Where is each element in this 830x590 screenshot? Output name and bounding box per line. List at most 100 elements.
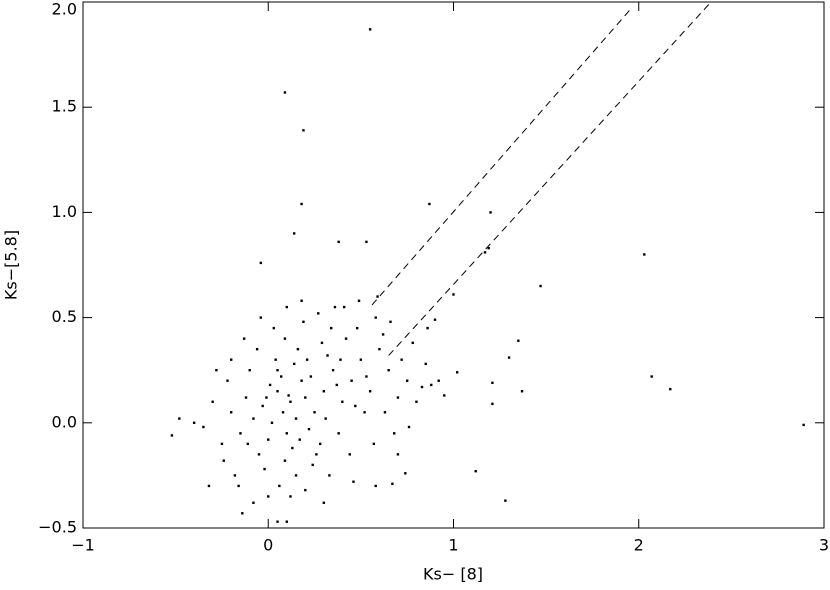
point [311, 463, 314, 467]
y-tick-label: 0.5 [52, 307, 77, 326]
point [296, 347, 300, 351]
point [333, 305, 337, 309]
point [222, 459, 225, 462]
point [278, 484, 281, 488]
point [802, 423, 805, 427]
point [259, 261, 263, 265]
point [424, 362, 427, 366]
y-tick-label: 2.0 [52, 0, 77, 19]
x-tick-label: 1 [448, 536, 458, 555]
point [415, 400, 418, 403]
point [289, 400, 292, 403]
point [437, 379, 440, 382]
point [507, 356, 511, 359]
point [317, 312, 320, 315]
point [491, 381, 494, 385]
point [285, 432, 288, 435]
point [298, 438, 301, 441]
point [313, 411, 316, 414]
point [252, 417, 255, 420]
point [202, 425, 205, 429]
point [237, 484, 240, 488]
point [326, 354, 329, 357]
point [374, 484, 377, 488]
point [643, 253, 646, 256]
point [241, 512, 244, 515]
point [244, 396, 248, 399]
point [405, 379, 409, 382]
point [178, 417, 181, 420]
point [255, 347, 259, 351]
point [263, 467, 266, 471]
point [407, 425, 411, 429]
point [226, 379, 229, 382]
x-axis-label: Ks− [8] [423, 565, 483, 584]
point [430, 383, 433, 387]
point [322, 501, 326, 504]
point [320, 341, 324, 345]
x-tick-label: −1 [71, 536, 95, 555]
point [352, 480, 355, 483]
point [456, 371, 459, 374]
point [365, 375, 368, 378]
point [307, 427, 311, 431]
point [328, 474, 331, 477]
point [207, 484, 211, 488]
point [396, 396, 400, 399]
y-tick-label: 0.0 [52, 412, 77, 431]
point [281, 411, 285, 414]
point [305, 358, 309, 361]
point [220, 442, 224, 446]
point [368, 28, 372, 31]
point [302, 320, 305, 324]
point [230, 358, 233, 361]
point [337, 240, 340, 244]
point [354, 404, 357, 408]
point [267, 438, 270, 441]
point [337, 432, 340, 435]
point [300, 299, 303, 302]
point [292, 232, 296, 235]
point [341, 400, 344, 403]
point [215, 369, 218, 372]
point [489, 211, 492, 214]
point [359, 358, 363, 361]
point [242, 337, 246, 340]
point [344, 337, 348, 340]
point [300, 202, 303, 206]
point [211, 400, 214, 403]
plot-frame [82, 1, 825, 529]
point [504, 499, 507, 502]
point [400, 358, 403, 361]
point [289, 495, 292, 498]
point [283, 337, 287, 340]
point [376, 295, 379, 298]
point [383, 411, 387, 414]
point [267, 495, 270, 498]
point [315, 453, 318, 456]
point [294, 474, 298, 477]
point [368, 390, 372, 393]
point [318, 442, 322, 446]
point [669, 387, 672, 391]
point [304, 396, 307, 399]
point [387, 369, 390, 372]
point [309, 375, 313, 378]
point [268, 383, 272, 387]
point [276, 390, 279, 393]
point [294, 417, 298, 420]
point [252, 501, 255, 504]
point [433, 318, 437, 321]
point [246, 442, 250, 446]
point [192, 421, 196, 424]
point [292, 362, 296, 366]
point [411, 341, 414, 345]
point [391, 482, 394, 486]
point [302, 129, 305, 132]
point [270, 421, 274, 424]
point [331, 369, 335, 372]
y-tick-label: −0.5 [38, 518, 77, 537]
y-axis-label: Ks−[5.8] [2, 230, 21, 300]
point [343, 305, 346, 309]
point [350, 379, 353, 382]
